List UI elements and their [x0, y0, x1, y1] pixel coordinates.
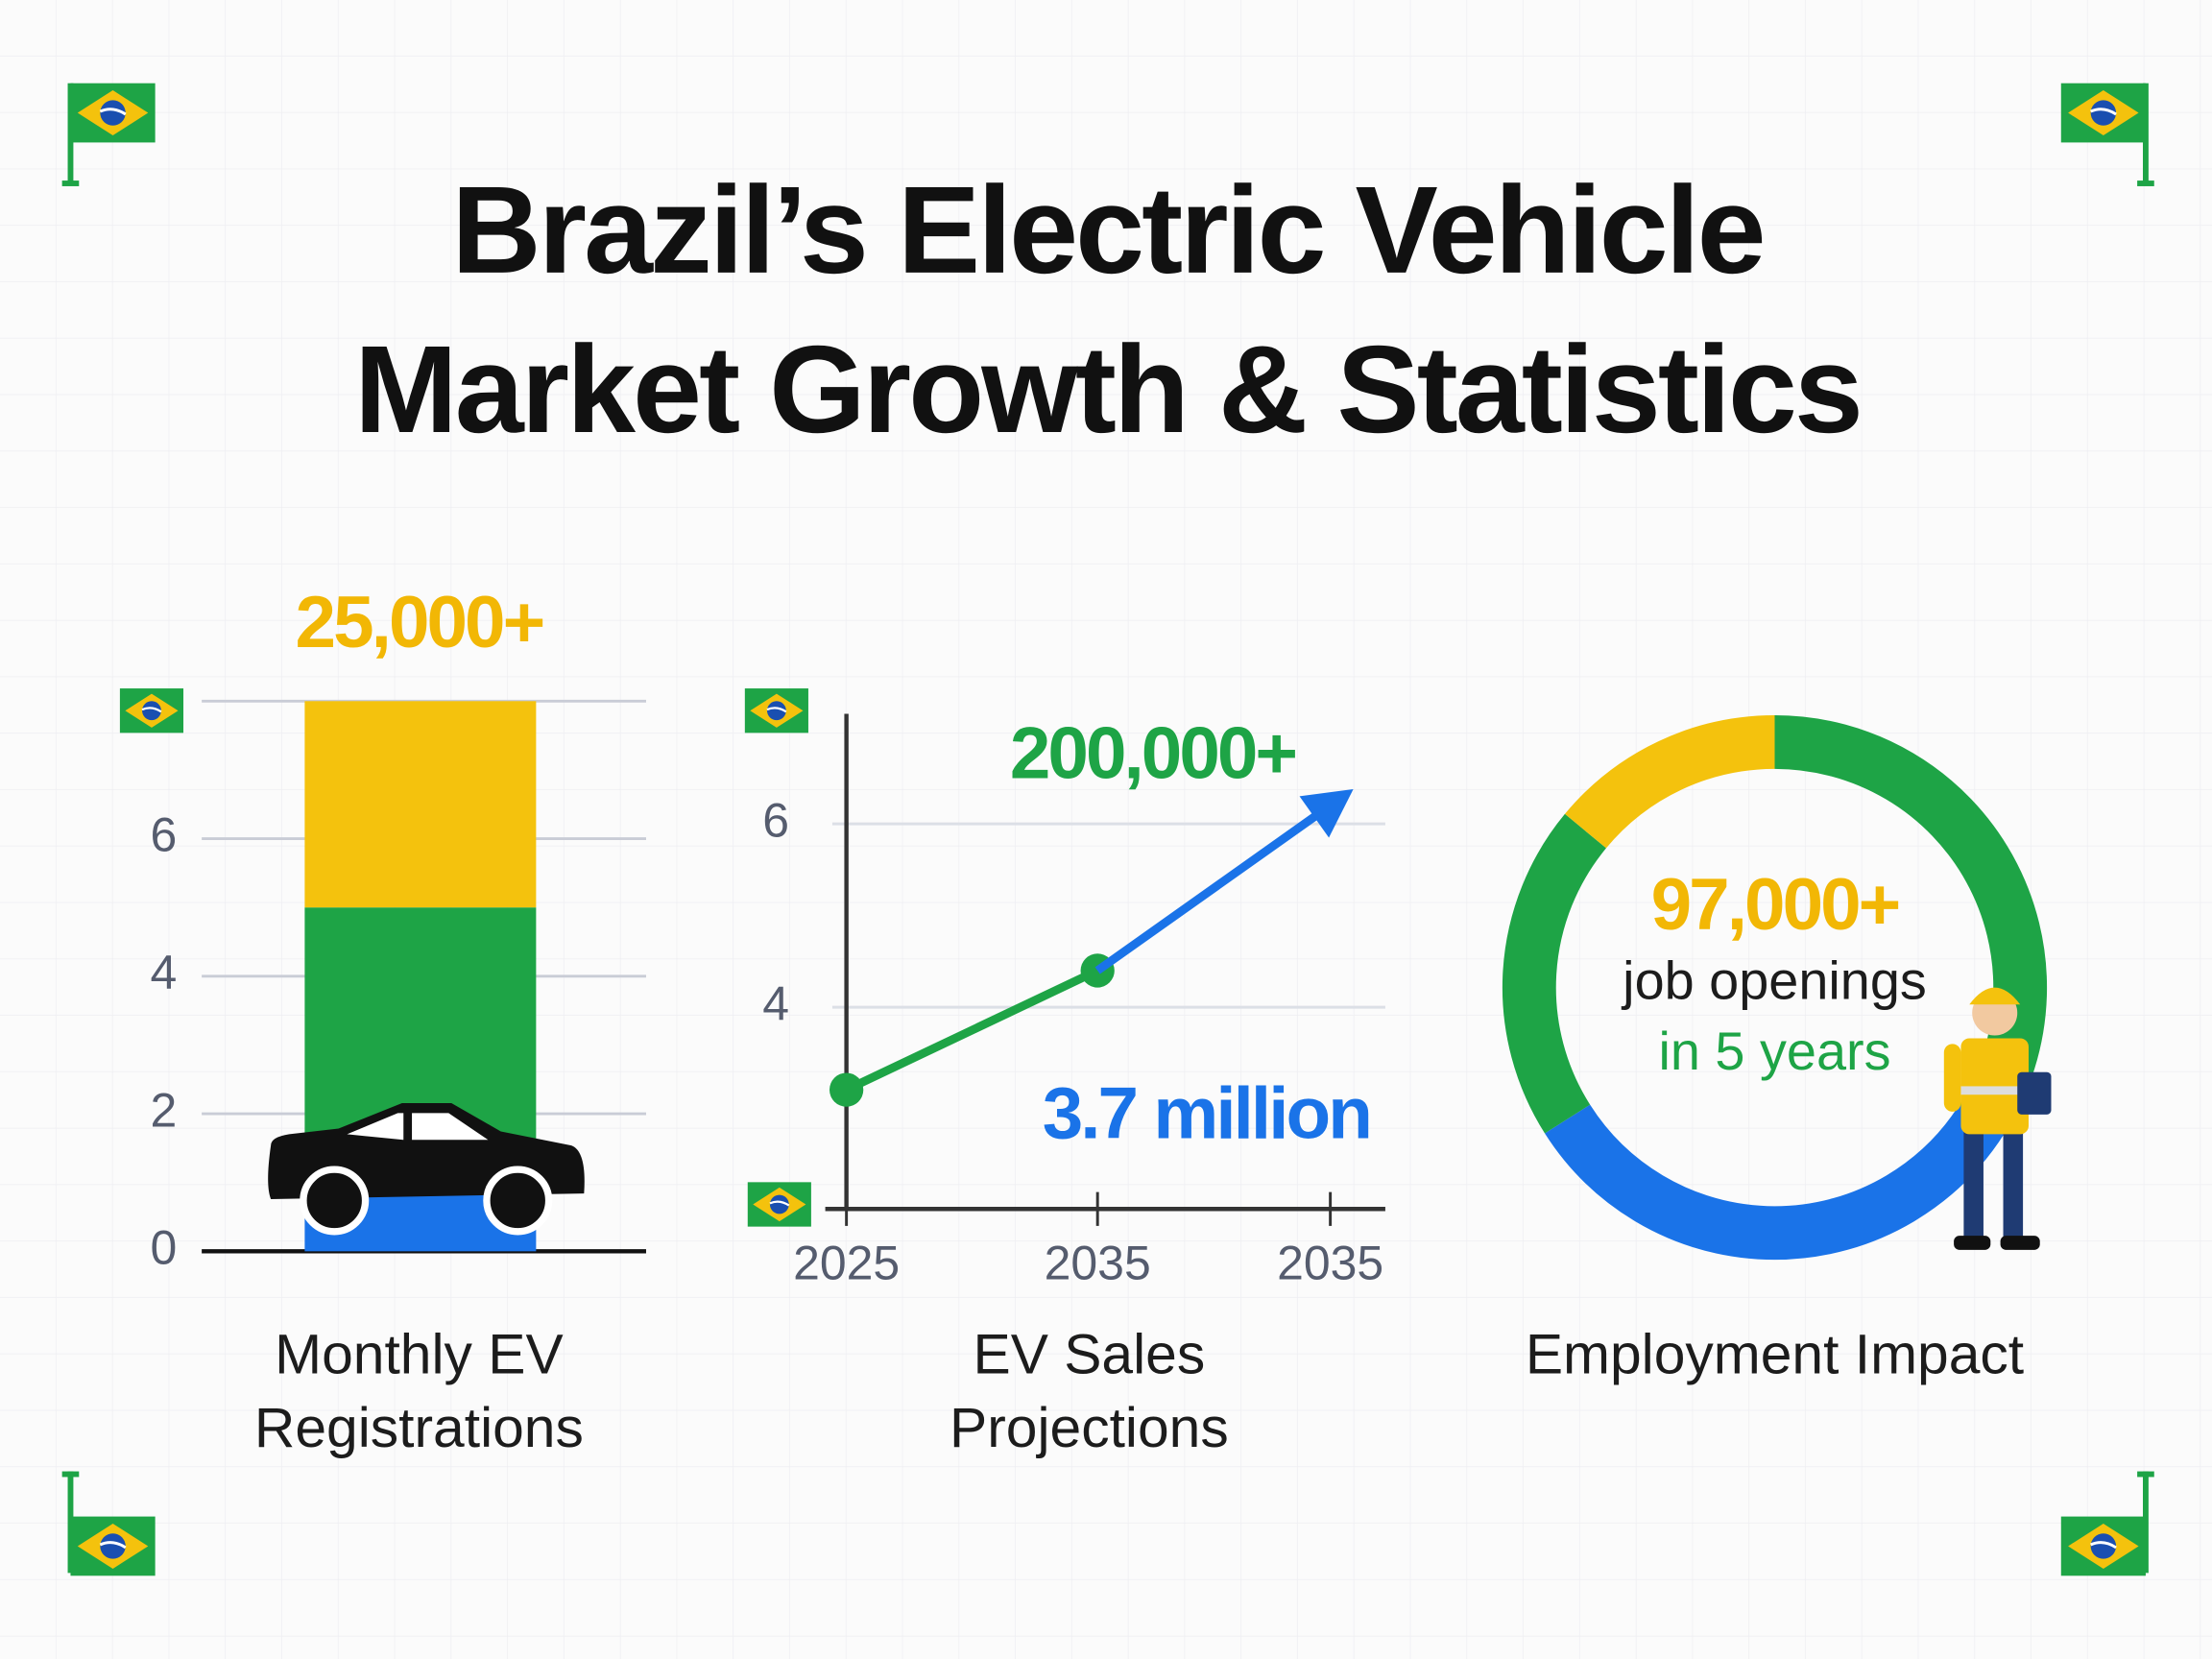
title-line: Brazil’s Electric Vehicle [451, 161, 1763, 300]
chart-label: Projections [950, 1397, 1229, 1459]
car-icon [268, 1103, 585, 1236]
illustrations [268, 987, 2052, 1250]
chart-label: Employment Impact [1526, 1324, 2024, 1386]
x-tick-label: 2035 [1045, 1237, 1151, 1290]
line-series [1094, 802, 1334, 974]
title-line: Market Growth & Statistics [354, 321, 1861, 459]
chart-label: Registrations [254, 1397, 584, 1459]
flag-decor [61, 82, 2154, 1577]
annotation: 3.7 million [1043, 1072, 1370, 1154]
annotation: 25,000+ [296, 582, 543, 663]
chart-label: EV Sales [974, 1324, 1206, 1386]
y-tick-label: 4 [762, 976, 789, 1030]
chart-label: Monthly EV [275, 1324, 563, 1386]
y-tick-label: 0 [151, 1221, 178, 1275]
point [830, 1072, 864, 1107]
y-tick-label: 6 [762, 793, 789, 847]
x-tick-label: 2035 [1277, 1237, 1383, 1290]
x-tick-label: 2025 [793, 1237, 900, 1290]
y-tick-label: 2 [151, 1083, 178, 1137]
y-tick-label: 4 [151, 946, 178, 999]
center-text: job openings [1621, 950, 1927, 1010]
annotation: 200,000+ [1010, 713, 1296, 795]
center-text: in 5 years [1658, 1021, 1890, 1081]
donut-segment [1545, 1104, 2005, 1261]
arrow-head [1299, 789, 1354, 838]
center-text: 97,000+ [1651, 864, 1899, 946]
y-tick-label: 6 [151, 808, 178, 862]
donut-segment [1564, 714, 1775, 849]
donut-segment [1502, 813, 1607, 1134]
line-series [844, 966, 1100, 1094]
worker-icon [1943, 987, 2052, 1250]
bar-segment [304, 701, 537, 908]
